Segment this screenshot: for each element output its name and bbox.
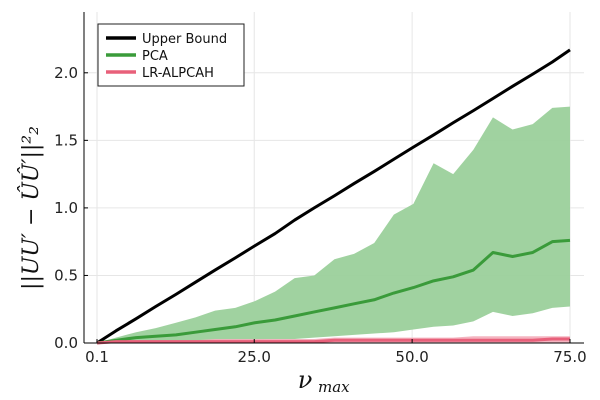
x-axis-label-sub: max — [318, 378, 350, 396]
legend: Upper Bound PCA LR-ALPCAH — [97, 23, 245, 87]
x-tick-label-1: 25.0 — [238, 348, 271, 366]
series-line-pca — [96, 238, 571, 345]
series-line-upper-bound — [96, 48, 571, 345]
series-line-lr-alpcah — [96, 337, 570, 345]
y-tick-label-2: 1.0 — [54, 199, 78, 217]
y-axis-label: ||UU′ − ÛÛ′||²₂ — [17, 126, 44, 290]
y-tick-label-3: 1.5 — [54, 131, 78, 149]
y-tick-label-0: 0.0 — [54, 334, 78, 352]
legend-label-lr-alpcah: LR-ALPCAH — [142, 66, 214, 81]
y-tick-label-1: 0.5 — [54, 266, 78, 284]
x-tick-label-2: 50.0 — [395, 348, 428, 366]
series-lines — [96, 48, 571, 345]
legend-label-upper-bound: Upper Bound — [142, 32, 227, 47]
band-pca — [97, 106, 570, 343]
x-tick-label-3: 75.0 — [553, 348, 586, 366]
x-axis-label: ν max — [298, 366, 350, 396]
y-tick-label-4: 2.0 — [54, 64, 78, 82]
x-tick-label-0: 0.1 — [85, 348, 109, 366]
axes — [83, 12, 584, 344]
tick-labels: 0.1 25.0 50.0 75.0 0.0 0.5 1.0 1.5 2.0 — [54, 64, 587, 366]
x-axis-label-main: ν — [298, 366, 313, 394]
legend-label-pca: PCA — [142, 49, 168, 64]
